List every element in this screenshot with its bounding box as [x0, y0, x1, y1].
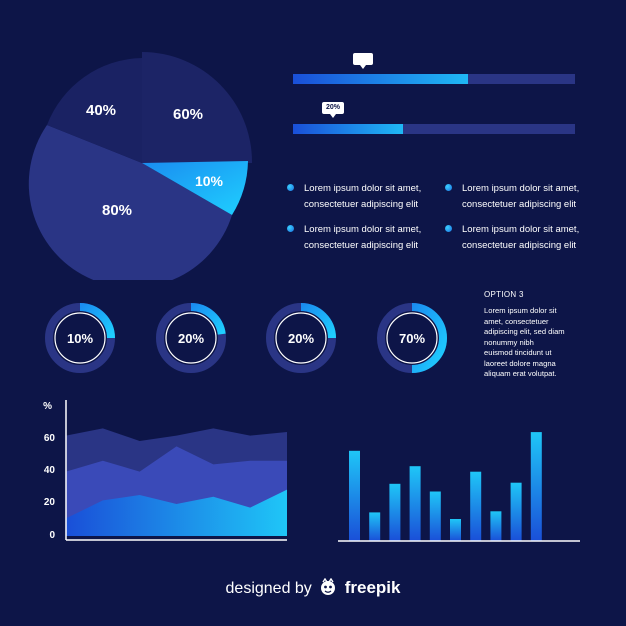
- option-line: adipiscing elit, sed diam: [484, 327, 565, 336]
- pie-label-40: 40%: [86, 102, 116, 119]
- ring-progress-arc: [190, 303, 226, 335]
- footer-prefix: designed by: [225, 580, 312, 597]
- pie-slice-60: [142, 52, 253, 163]
- bar: [450, 519, 461, 541]
- pie-slice-40: [47, 58, 142, 163]
- option-line: aliquam erat volutpat.: [484, 369, 557, 378]
- bullet-dot-icon: [445, 184, 452, 191]
- ring-label: 20%: [288, 331, 314, 346]
- ring-inner-circle: [386, 312, 438, 364]
- legend-item-2-line2: consectetuer adipiscing elit: [462, 199, 577, 210]
- pie-label-10: 10%: [195, 173, 224, 189]
- bar-chart: [338, 432, 580, 542]
- ring-gauges: 10% 20% 20% 70%: [45, 303, 447, 373]
- area-chart: % 0 20 40 60: [43, 400, 287, 541]
- option-line: laoreet dolore magna: [484, 358, 556, 368]
- option-line: euismod tincidunt ut: [484, 348, 552, 357]
- y-tick-label: 60: [44, 433, 56, 444]
- progress-fill-2: [293, 124, 403, 134]
- legend-item-1-line1: Lorem ipsum dolor sit amet,: [304, 183, 422, 194]
- legend-item-2-line1: Lorem ipsum dolor sit amet,: [462, 183, 580, 194]
- option-line: Lorem ipsum dolor sit: [484, 306, 557, 315]
- pie-label-80: 80%: [102, 202, 132, 219]
- ring-progress-arc: [300, 303, 336, 339]
- legend-item-4-line2: consectetuer adipiscing elit: [462, 240, 577, 251]
- option-title: OPTION 3: [484, 290, 524, 299]
- ring-label: 70%: [399, 331, 425, 346]
- bullet-dot-icon: [287, 225, 294, 232]
- progress-tooltip-1: [353, 53, 373, 69]
- ring-progress-arc: [411, 303, 447, 373]
- option-line: nonummy nibh: [484, 337, 534, 347]
- y-tick-label: 0: [49, 530, 55, 541]
- bar: [409, 466, 421, 541]
- y-tick-label: 40: [44, 465, 56, 476]
- pie-chart: 40% 60% 10% 80%: [28, 52, 253, 280]
- ring-progress-arc: [79, 303, 115, 339]
- legend-item-4-line1: Lorem ipsum dolor sit amet,: [462, 224, 580, 235]
- legend-item-1-line2: consectetuer adipiscing elit: [304, 199, 419, 210]
- progress-bar-2: [293, 124, 575, 134]
- progress-tooltip-2-text: 20%: [325, 104, 340, 111]
- option-line: amet, consectetuer: [484, 316, 549, 326]
- footer-credit: designed by freepik: [0, 577, 626, 601]
- legend-item-3-line1: Lorem ipsum dolor sit amet,: [304, 224, 422, 235]
- bar: [389, 483, 401, 541]
- ring-label: 10%: [67, 331, 93, 346]
- ring-inner-circle: [275, 312, 327, 364]
- bar: [530, 432, 542, 541]
- pie-slice-80: [28, 125, 232, 280]
- progress-tooltip-2: 20%: [322, 102, 344, 118]
- bar: [429, 491, 441, 541]
- legend-item-3-line2: consectetuer adipiscing elit: [304, 240, 419, 251]
- bullet-dot-icon: [445, 225, 452, 232]
- progress-fill-1: [293, 74, 468, 84]
- ring-label: 20%: [178, 331, 204, 346]
- bar: [369, 512, 381, 541]
- bar: [510, 482, 522, 541]
- progress-bar-1: [293, 74, 575, 84]
- y-tick-label: 20: [44, 497, 56, 508]
- freepik-logo-icon: [318, 577, 338, 601]
- pie-label-60: 60%: [173, 106, 203, 123]
- ring-inner-circle: [54, 312, 106, 364]
- ring-inner-circle: [165, 312, 217, 364]
- y-axis-label: %: [43, 401, 52, 412]
- bar: [490, 511, 502, 541]
- bar: [349, 450, 360, 541]
- option-description: Lorem ipsum dolor sit amet, consectetuer…: [484, 306, 594, 380]
- area-series-3: [66, 489, 287, 536]
- bullet-dot-icon: [287, 184, 294, 191]
- footer-brand: freepik: [344, 578, 401, 597]
- pie-slice-10: [142, 161, 248, 215]
- bar: [470, 471, 482, 541]
